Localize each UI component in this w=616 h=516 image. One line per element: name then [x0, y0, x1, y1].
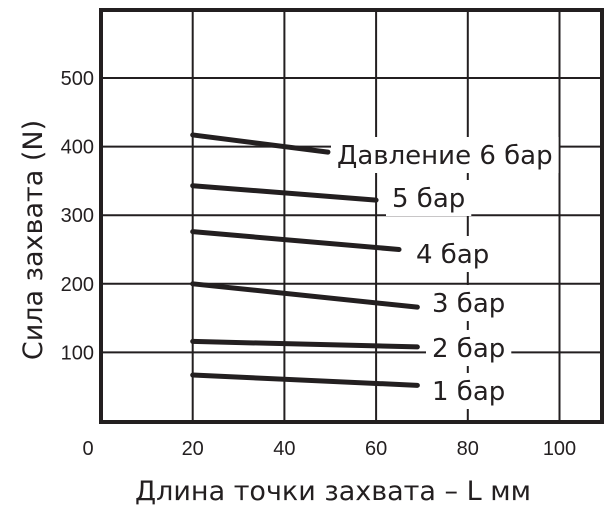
grid-lines — [101, 10, 602, 422]
y-tick-label: 400 — [61, 137, 94, 159]
series-label-bg — [426, 285, 512, 321]
x-tick-label: 20 — [182, 438, 204, 460]
y-tick-label: 300 — [61, 205, 94, 227]
x-tick-label: 100 — [543, 438, 576, 460]
series-label: 4 бар — [416, 240, 489, 270]
series-label: 2 бар — [432, 334, 505, 364]
series-label: Давление 6 бар — [337, 141, 553, 171]
x-axis-title: Длина точки захвата – L мм — [135, 476, 531, 507]
x-tick-label: 40 — [273, 438, 295, 460]
series-label-bg — [426, 330, 512, 366]
plot-frame — [99, 8, 604, 424]
series-label-bg — [331, 137, 559, 173]
x-tick-label: 60 — [365, 438, 387, 460]
y-axis-ticks: 100 200 300 400 500 — [61, 68, 94, 364]
series-label-backgrounds — [331, 137, 559, 409]
x-axis-ticks: 0 20 40 60 80 100 — [82, 438, 576, 460]
series-line — [190, 132, 331, 155]
series-label: 5 бар — [392, 184, 465, 214]
y-tick-label: 100 — [61, 342, 94, 364]
series-lines — [190, 132, 420, 388]
series-line — [190, 183, 379, 203]
series-line — [190, 338, 420, 350]
series-label: 1 бар — [432, 377, 505, 407]
series-label-bg — [410, 236, 496, 272]
x-tick-label: 80 — [457, 438, 479, 460]
series-line — [190, 229, 402, 252]
series-line — [190, 372, 420, 388]
series-label-bg — [426, 373, 512, 409]
x-tick-label: 0 — [82, 438, 93, 460]
y-axis-title: Сила захвата (N) — [18, 120, 49, 360]
series-labels: Давление 6 бар 5 бар 4 бар 3 бар 2 бар 1 бар — [337, 141, 553, 407]
series-label: 3 бар — [432, 289, 505, 319]
series-line — [190, 281, 420, 310]
y-tick-label: 500 — [61, 68, 94, 90]
y-tick-label: 200 — [61, 274, 94, 296]
series-label-bg — [386, 180, 472, 216]
